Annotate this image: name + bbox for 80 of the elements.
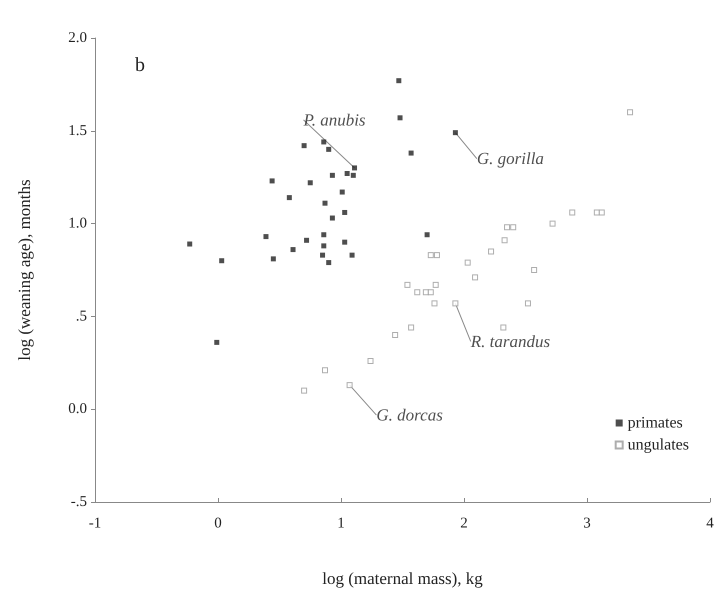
point — [502, 237, 508, 244]
point — [404, 282, 410, 288]
point — [320, 252, 326, 258]
point — [270, 178, 275, 184]
point — [434, 252, 440, 258]
point — [301, 388, 308, 394]
annotation: b — [135, 54, 145, 76]
point — [344, 170, 350, 176]
legend-label: ungulates — [628, 436, 690, 454]
y-tick-label: -.5 — [70, 494, 87, 510]
x-tick-label: 4 — [706, 516, 714, 532]
point — [428, 289, 434, 296]
point — [346, 382, 353, 388]
point — [340, 190, 345, 195]
point — [408, 150, 414, 156]
point — [368, 358, 374, 364]
point — [350, 252, 355, 258]
point — [414, 289, 420, 296]
point — [432, 282, 439, 288]
point — [326, 260, 332, 266]
point — [392, 332, 398, 338]
point — [472, 274, 478, 280]
point — [330, 172, 335, 178]
point — [352, 165, 358, 170]
point — [214, 340, 220, 345]
point — [350, 172, 356, 178]
point — [550, 220, 556, 227]
point — [464, 260, 471, 266]
point — [304, 238, 310, 243]
point — [219, 258, 224, 264]
point — [321, 232, 326, 238]
point — [342, 240, 348, 245]
legend-label: primates — [628, 414, 683, 432]
point — [308, 180, 313, 186]
x-tick-label: 1 — [337, 516, 345, 532]
point — [524, 300, 531, 306]
point — [326, 146, 332, 152]
point — [322, 200, 328, 206]
point — [569, 209, 576, 216]
x-tick-label: -1 — [88, 516, 102, 532]
point — [627, 109, 634, 116]
point — [510, 224, 516, 230]
point — [408, 324, 414, 331]
y-tick-label: 2.0 — [68, 30, 87, 46]
y-tick-label: 1.0 — [68, 216, 87, 232]
point — [321, 243, 326, 248]
point — [488, 248, 494, 254]
point — [398, 115, 403, 120]
x-tick-label: 0 — [214, 516, 222, 532]
point — [290, 247, 296, 252]
x-axis-title: log (maternal mass), kg — [322, 569, 484, 588]
point — [396, 78, 402, 84]
point — [431, 300, 438, 306]
point — [500, 324, 506, 331]
point — [322, 367, 328, 374]
annotation: R. tarandus — [470, 332, 550, 351]
point — [504, 224, 510, 230]
point — [452, 130, 458, 136]
point — [302, 143, 307, 148]
point — [342, 210, 348, 215]
annotation: P. anubis — [302, 110, 366, 130]
point — [452, 300, 458, 306]
point — [187, 242, 192, 247]
point — [531, 267, 538, 273]
y-axis-title: log (weaning age), months — [15, 179, 34, 361]
point — [321, 139, 326, 144]
point — [428, 252, 434, 258]
point — [424, 232, 430, 238]
point — [286, 195, 292, 200]
y-tick-label: 0.0 — [68, 401, 87, 418]
point — [330, 216, 335, 221]
x-tick-label: 3 — [583, 516, 591, 532]
y-tick-label: .5 — [76, 308, 87, 324]
y-tick-label: 1.5 — [68, 122, 87, 139]
annotation: G. dorcas — [376, 406, 444, 425]
annotation: G. gorilla — [476, 149, 544, 168]
x-tick-label: 2 — [460, 516, 468, 532]
point — [270, 256, 276, 262]
point — [598, 209, 605, 216]
point — [263, 234, 268, 240]
